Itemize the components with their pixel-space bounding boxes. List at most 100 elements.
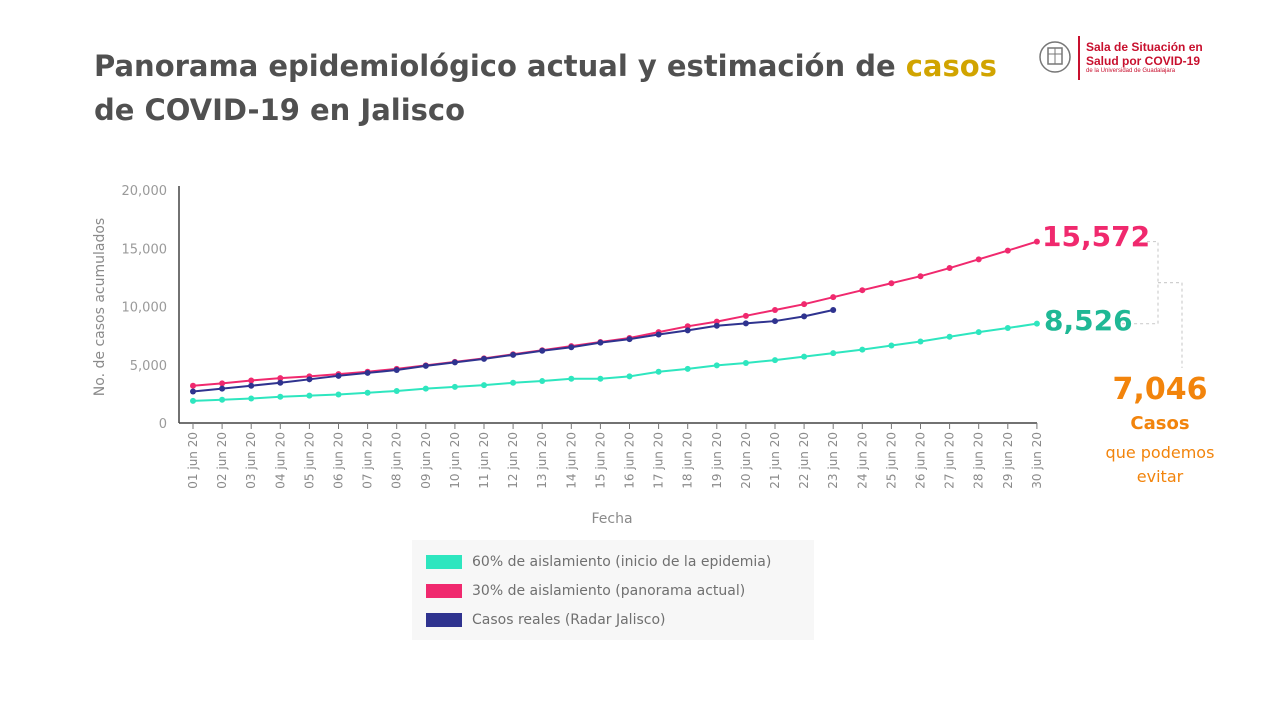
x-tick-label: 25 jun 20	[884, 432, 898, 489]
data-point	[190, 397, 196, 404]
data-point	[859, 287, 866, 294]
difference-bracket	[1122, 240, 1183, 368]
data-point	[422, 385, 429, 392]
data-point	[190, 388, 196, 395]
x-tick-label: 15 jun 20	[593, 432, 607, 489]
data-point	[451, 383, 458, 390]
logo-text: Sala de Situación en Salud por COVID-19	[1086, 40, 1203, 68]
data-point	[277, 375, 284, 382]
end-label-30pct: 15,572	[1042, 220, 1150, 253]
x-tick-label: 11 jun 20	[477, 432, 491, 489]
data-point	[917, 338, 924, 345]
data-point	[364, 389, 371, 396]
series-1	[190, 238, 1040, 389]
data-point	[277, 393, 284, 400]
data-point	[975, 256, 982, 263]
data-point	[597, 375, 604, 382]
series-0	[190, 320, 1040, 404]
data-point	[742, 320, 749, 327]
data-point	[306, 376, 313, 383]
data-point	[772, 318, 778, 325]
data-point	[888, 280, 895, 287]
legend-swatch-teal	[426, 555, 462, 569]
x-tick-label: 09 jun 20	[419, 432, 433, 489]
x-tick-label: 06 jun 20	[332, 432, 346, 489]
data-point	[1004, 325, 1011, 332]
data-point	[422, 362, 429, 369]
title-text-1: Panorama epidemiológico actual y estimac…	[94, 49, 906, 83]
x-tick-label: 14 jun 20	[564, 432, 578, 489]
chart-legend: 60% de aislamiento (inicio de la epidemi…	[412, 540, 814, 640]
logo-line-2: Salud por COVID-19	[1086, 54, 1201, 68]
chart-axes	[178, 186, 1037, 424]
x-tick-label: 24 jun 20	[855, 432, 869, 489]
x-tick-label: 19 jun 20	[710, 432, 724, 489]
data-point	[626, 373, 633, 380]
data-point	[801, 313, 808, 320]
data-point	[219, 380, 226, 387]
bracket-right	[1158, 282, 1183, 368]
data-point	[946, 333, 953, 340]
y-tick-label: 10,000	[122, 301, 168, 316]
data-point	[801, 353, 808, 360]
series-2	[190, 306, 837, 395]
data-point	[190, 382, 196, 389]
legend-label: 60% de aislamiento (inicio de la epidemi…	[472, 554, 772, 570]
data-point	[597, 339, 604, 346]
data-point	[451, 359, 458, 366]
y-tick-label: 5,000	[130, 359, 167, 374]
data-point	[713, 322, 720, 329]
data-point	[510, 379, 517, 386]
difference-caption-line-1: que podemos	[1105, 443, 1215, 462]
difference-caption-line-2: evitar	[1136, 467, 1184, 486]
series-line	[192, 240, 1038, 387]
logo-divider	[1078, 36, 1080, 80]
x-tick-label: 01 jun 20	[186, 432, 200, 489]
y-axis-ticks: 0 5,000 10,000 15,000 20,000	[122, 184, 168, 432]
title-text-2: de COVID-19 en Jalisco	[94, 93, 466, 127]
data-point	[510, 351, 517, 358]
data-point	[1033, 320, 1040, 327]
data-point	[684, 327, 691, 334]
data-point	[1004, 247, 1011, 254]
data-point	[830, 306, 837, 313]
logo: Sala de Situación en Salud por COVID-19 …	[1036, 36, 1236, 82]
data-point	[481, 382, 487, 389]
x-tick-label: 10 jun 20	[448, 432, 462, 489]
data-point	[568, 375, 575, 382]
data-point	[859, 346, 866, 353]
data-point	[655, 368, 662, 375]
data-point	[888, 342, 895, 349]
data-point	[684, 365, 691, 372]
y-tick-label: 0	[159, 417, 167, 432]
legend-item-real: Casos reales (Radar Jalisco)	[426, 610, 665, 630]
data-point	[335, 391, 342, 398]
data-point	[772, 306, 778, 313]
data-point	[539, 347, 546, 354]
page-title: Panorama epidemiológico actual y estimac…	[94, 44, 1014, 132]
x-tick-label: 26 jun 20	[914, 432, 928, 489]
x-tick-label: 21 jun 20	[768, 432, 782, 489]
y-axis-label: No. de casos acumulados	[92, 218, 108, 396]
difference-value: 7,046	[1112, 372, 1208, 407]
data-point	[248, 395, 255, 402]
x-tick-label: 22 jun 20	[797, 432, 811, 489]
x-tick-label: 27 jun 20	[943, 432, 957, 489]
data-point	[917, 273, 924, 280]
x-tick-label: 07 jun 20	[361, 432, 375, 489]
legend-label: Casos reales (Radar Jalisco)	[472, 612, 666, 628]
series-line	[192, 322, 1038, 402]
data-point	[568, 344, 575, 351]
data-point	[772, 357, 778, 364]
y-tick-label: 15,000	[122, 242, 168, 257]
data-point	[248, 382, 255, 389]
x-tick-label: 28 jun 20	[972, 432, 986, 489]
data-point	[364, 369, 371, 376]
series-layer	[190, 238, 1040, 404]
x-tick-label: 16 jun 20	[623, 432, 637, 489]
data-point	[219, 396, 226, 403]
series-line	[192, 309, 834, 393]
x-tick-label: 13 jun 20	[535, 432, 549, 489]
data-point	[830, 350, 837, 357]
